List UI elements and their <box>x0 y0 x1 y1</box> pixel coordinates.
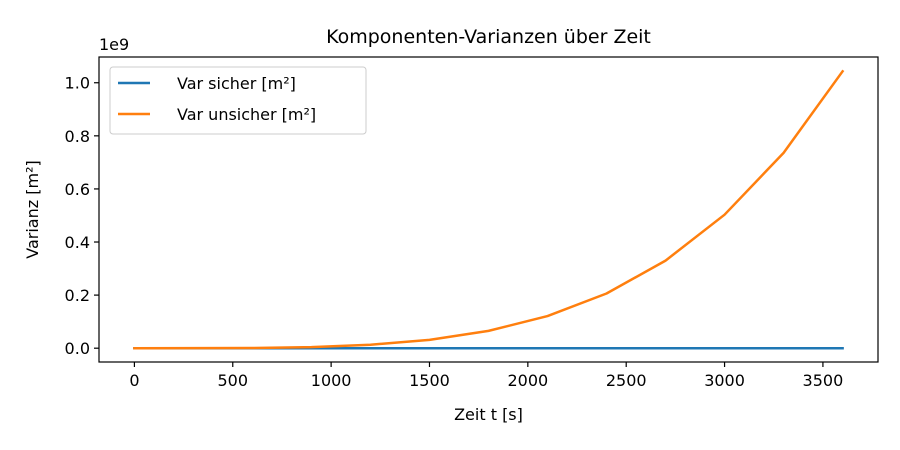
x-axis-label: Zeit t [s] <box>454 405 523 424</box>
y-tick-label: 1.0 <box>65 74 90 93</box>
y-axis: 0.0 0.2 0.4 0.6 0.8 1.0 <box>65 74 99 358</box>
x-tick-label: 500 <box>217 371 248 390</box>
y-tick-label: 0.8 <box>65 127 90 146</box>
y-axis-label: Varianz [m²] <box>23 160 42 258</box>
x-tick-label: 3000 <box>704 371 745 390</box>
y-tick-label: 0.4 <box>65 233 90 252</box>
legend-box <box>109 66 367 135</box>
chart-title: Komponenten-Varianzen über Zeit <box>326 26 651 48</box>
y-tick-label: 0.0 <box>65 339 90 358</box>
plot-area <box>133 69 845 350</box>
x-tick-label: 2000 <box>507 371 548 390</box>
x-tick-label: 2500 <box>606 371 647 390</box>
y-tick-label: 0.2 <box>65 286 90 305</box>
axes-frame <box>98 56 879 363</box>
legend: Var sicher [m²] Var unsicher [m²] <box>109 66 367 135</box>
legend-label-var-sicher: Var sicher [m²] <box>177 74 296 93</box>
x-tick-label: 1000 <box>311 371 352 390</box>
legend-label-var-unsicher: Var unsicher [m²] <box>177 105 316 124</box>
series-line-var-unsicher <box>133 69 845 350</box>
x-axis: 0 500 1000 1500 2000 2500 3000 3500 <box>129 362 843 390</box>
x-tick-label: 1500 <box>409 371 450 390</box>
x-tick-label: 3500 <box>803 371 844 390</box>
x-tick-label: 0 <box>129 371 139 390</box>
y-offset-label: 1e9 <box>99 35 129 54</box>
y-tick-label: 0.6 <box>65 180 90 199</box>
